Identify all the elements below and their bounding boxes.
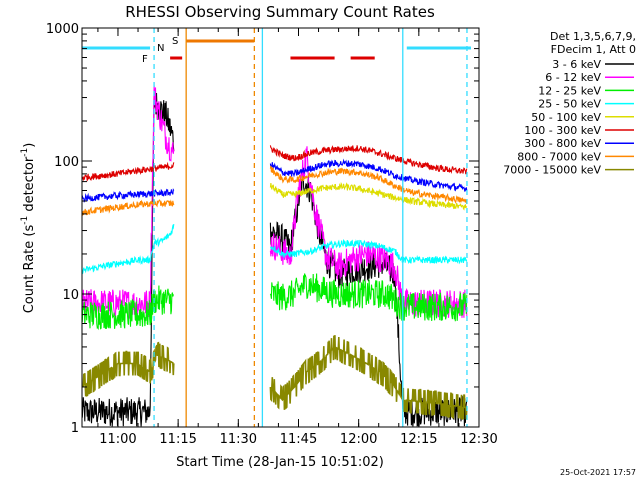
chart-title: RHESSI Observing Summary Count Rates [125, 3, 435, 21]
plot-frame [81, 27, 480, 428]
y-axis-label-part-3: ) [22, 143, 37, 148]
x-tick-label: 12:30 [460, 432, 497, 447]
legend-header-line-2: FDecim 1, Att 0 [551, 43, 636, 56]
y-tick-label: 10 [62, 288, 79, 303]
series-7000-15000-kev [82, 335, 468, 420]
series-25-50-kev [82, 224, 468, 275]
legend-entry-label: 6 - 12 keV [545, 71, 601, 84]
y-axis-label-sup-1: -1 [20, 216, 30, 225]
flag-label: N [157, 43, 164, 54]
legend-entry-label: 100 - 300 keV [524, 124, 601, 137]
legend-entry-label: 25 - 50 keV [538, 98, 601, 111]
axis-layer: 11:00 11:15 11:30 11:45 12:00 12:15 12:30 1 10 10… [46, 22, 498, 447]
series-line [269, 165, 468, 205]
x-tick-label: 12:00 [340, 432, 377, 447]
footer-timestamp: 25-Oct-2021 17:57 [560, 468, 636, 477]
series-line [269, 182, 468, 211]
x-tick-label: 11:15 [159, 432, 196, 447]
flag-layer: FNS [81, 36, 471, 65]
x-axis-label: Start Time (28-Jan-15 10:51:02) [176, 455, 384, 470]
legend-entry-label: 300 - 800 keV [524, 137, 601, 150]
series-line [82, 199, 175, 216]
series-line [269, 273, 468, 322]
series-300-800-kev [82, 158, 468, 203]
series-12-25-kev [82, 273, 468, 331]
x-tick-label: 11:00 [99, 432, 136, 447]
y-tick-label: 100 [54, 155, 79, 170]
series-line [82, 224, 175, 275]
y-tick-label: 1 [71, 421, 79, 436]
series-line [269, 158, 468, 192]
x-tick-label: 11:45 [280, 432, 317, 447]
y-axis-label-sup-2: -1 [20, 148, 30, 157]
series-line [82, 92, 175, 427]
series-line [269, 145, 468, 175]
vline-layer [153, 28, 468, 427]
y-axis-label-part-2: detector [22, 156, 37, 216]
legend-entry-label: 3 - 6 keV [552, 58, 601, 71]
series-layer [82, 85, 468, 427]
x-tick-label: 12:15 [400, 432, 437, 447]
legend: Det 1,3,5,6,7,9, FDecim 1, Att 0 3 - 6 k… [503, 30, 636, 177]
series-100-300-kev [82, 145, 468, 182]
legend-entry-label: 50 - 100 keV [531, 111, 601, 124]
series-line [269, 335, 468, 420]
x-tick-label: 11:30 [220, 432, 257, 447]
series-50-100-kev [269, 182, 468, 211]
legend-entry-label: 800 - 7000 keV [517, 150, 601, 163]
flag-label: F [142, 54, 148, 65]
y-axis-label-part-1: Count Rate (s [22, 225, 37, 314]
series-line [82, 341, 175, 398]
legend-header-line-1: Det 1,3,5,6,7,9, [550, 30, 636, 43]
series-line [82, 188, 175, 203]
series-line [270, 239, 468, 265]
series-line [82, 85, 175, 319]
y-axis-label: Count Rate (s-1 detector-1) [20, 143, 37, 314]
series-line [82, 285, 175, 331]
y-tick-label: 1000 [46, 22, 79, 37]
flag-label: S [172, 36, 178, 47]
series-800-7000-kev [82, 165, 468, 216]
series-line [82, 161, 175, 182]
legend-entry-label: 12 - 25 keV [538, 84, 601, 97]
legend-entry-label: 7000 - 15000 keV [503, 164, 601, 177]
